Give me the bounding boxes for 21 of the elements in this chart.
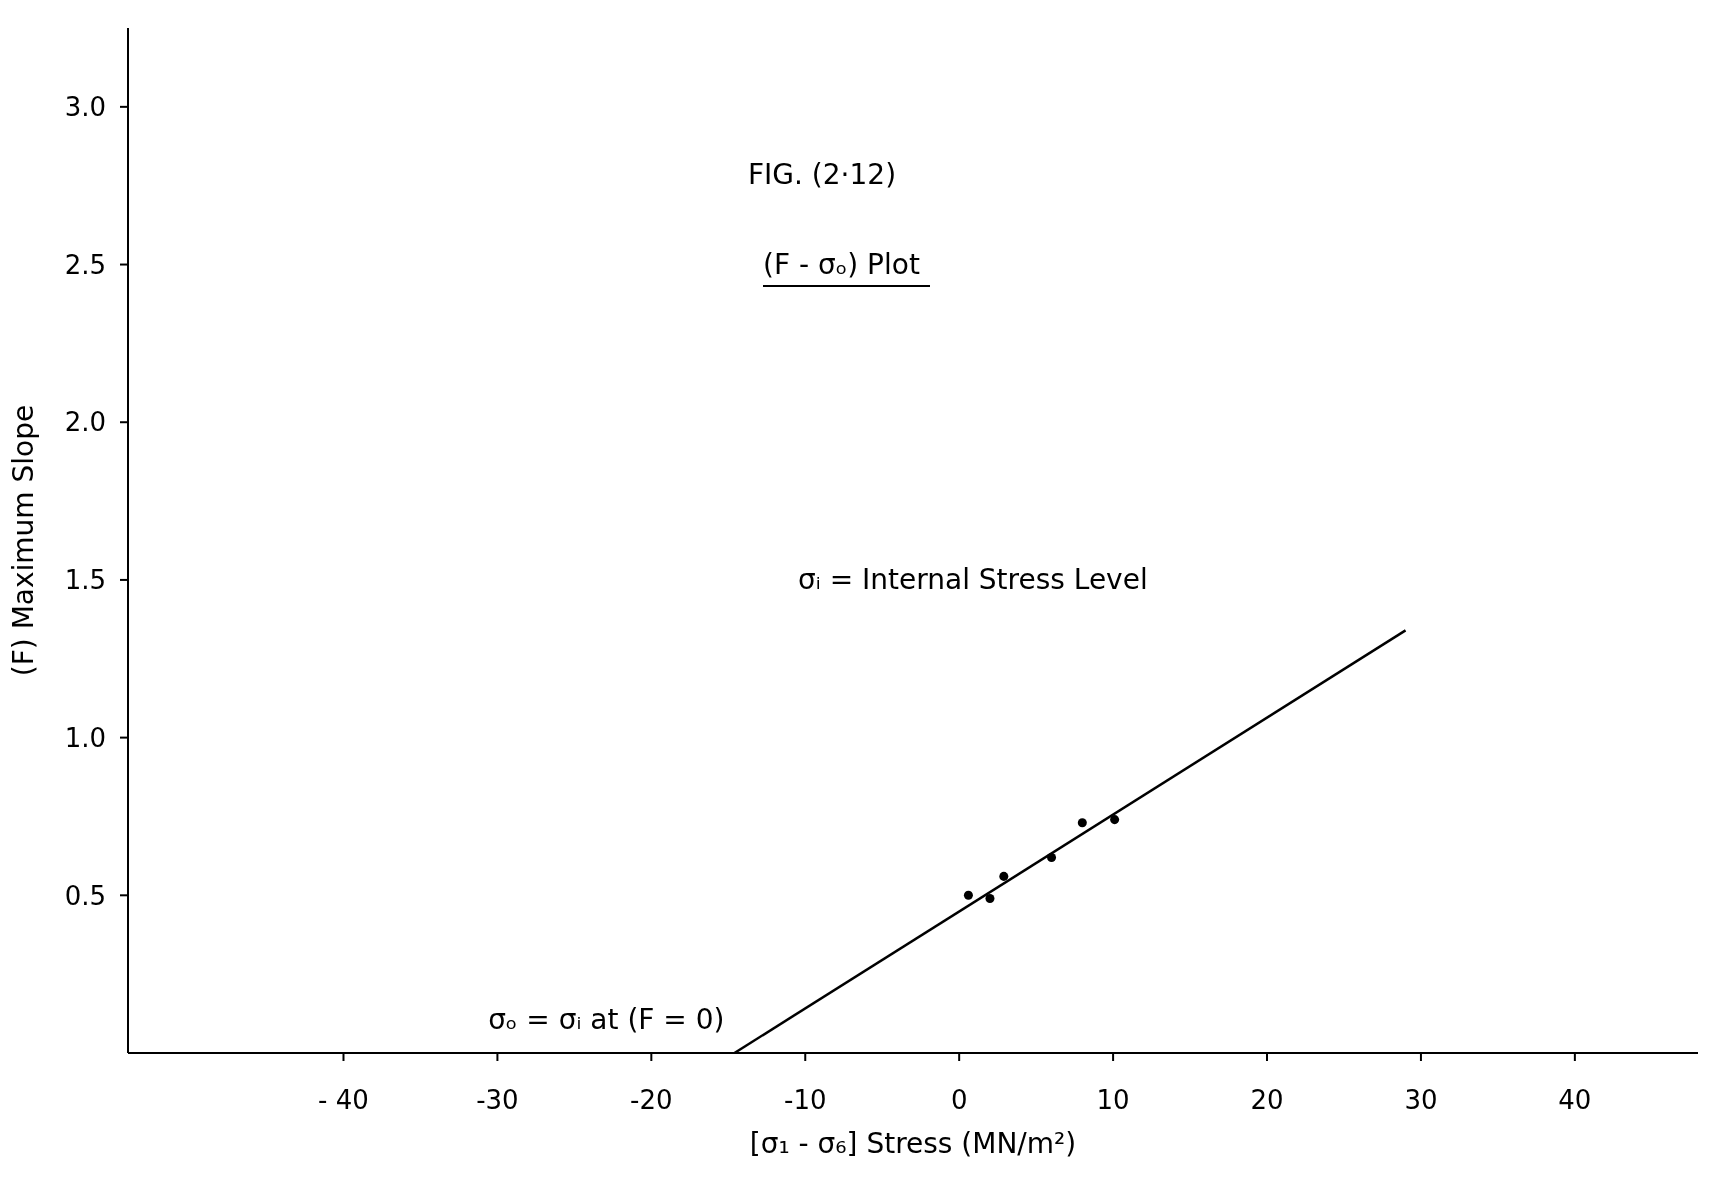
y-tick-label: 2.0 — [64, 407, 106, 438]
x-tick-label: -10 — [784, 1085, 827, 1116]
y-tick-label: 1.0 — [64, 722, 106, 753]
x-tick-label: 30 — [1404, 1085, 1438, 1116]
y-tick-label: 1.5 — [64, 565, 106, 596]
annotation: σᵢ = Internal Stress Level — [798, 563, 1148, 596]
x-axis-title: [σ₁ - σ₆] Stress (MN/m²) — [749, 1127, 1077, 1160]
y-tick-label: 2.5 — [64, 249, 106, 280]
annotation: σₒ = σᵢ at (F = 0) — [488, 1003, 725, 1036]
y-tick-label: 3.0 — [64, 92, 106, 123]
x-tick-label: 0 — [950, 1085, 968, 1116]
x-tick-label: 20 — [1250, 1085, 1284, 1116]
text: FIG. (2·12) — [748, 158, 897, 191]
text: (F - σₒ) Plot — [763, 248, 930, 287]
y-tick-label: 0.5 — [64, 880, 106, 911]
x-tick-label: 10 — [1096, 1085, 1130, 1116]
x-tick-label: 40 — [1558, 1085, 1592, 1116]
x-tick-label: -20 — [630, 1085, 673, 1116]
x-tick-label: - 40 — [318, 1085, 369, 1116]
y-axis-title: (F) Maximum Slope — [6, 404, 40, 677]
x-tick-label: -30 — [476, 1085, 519, 1116]
